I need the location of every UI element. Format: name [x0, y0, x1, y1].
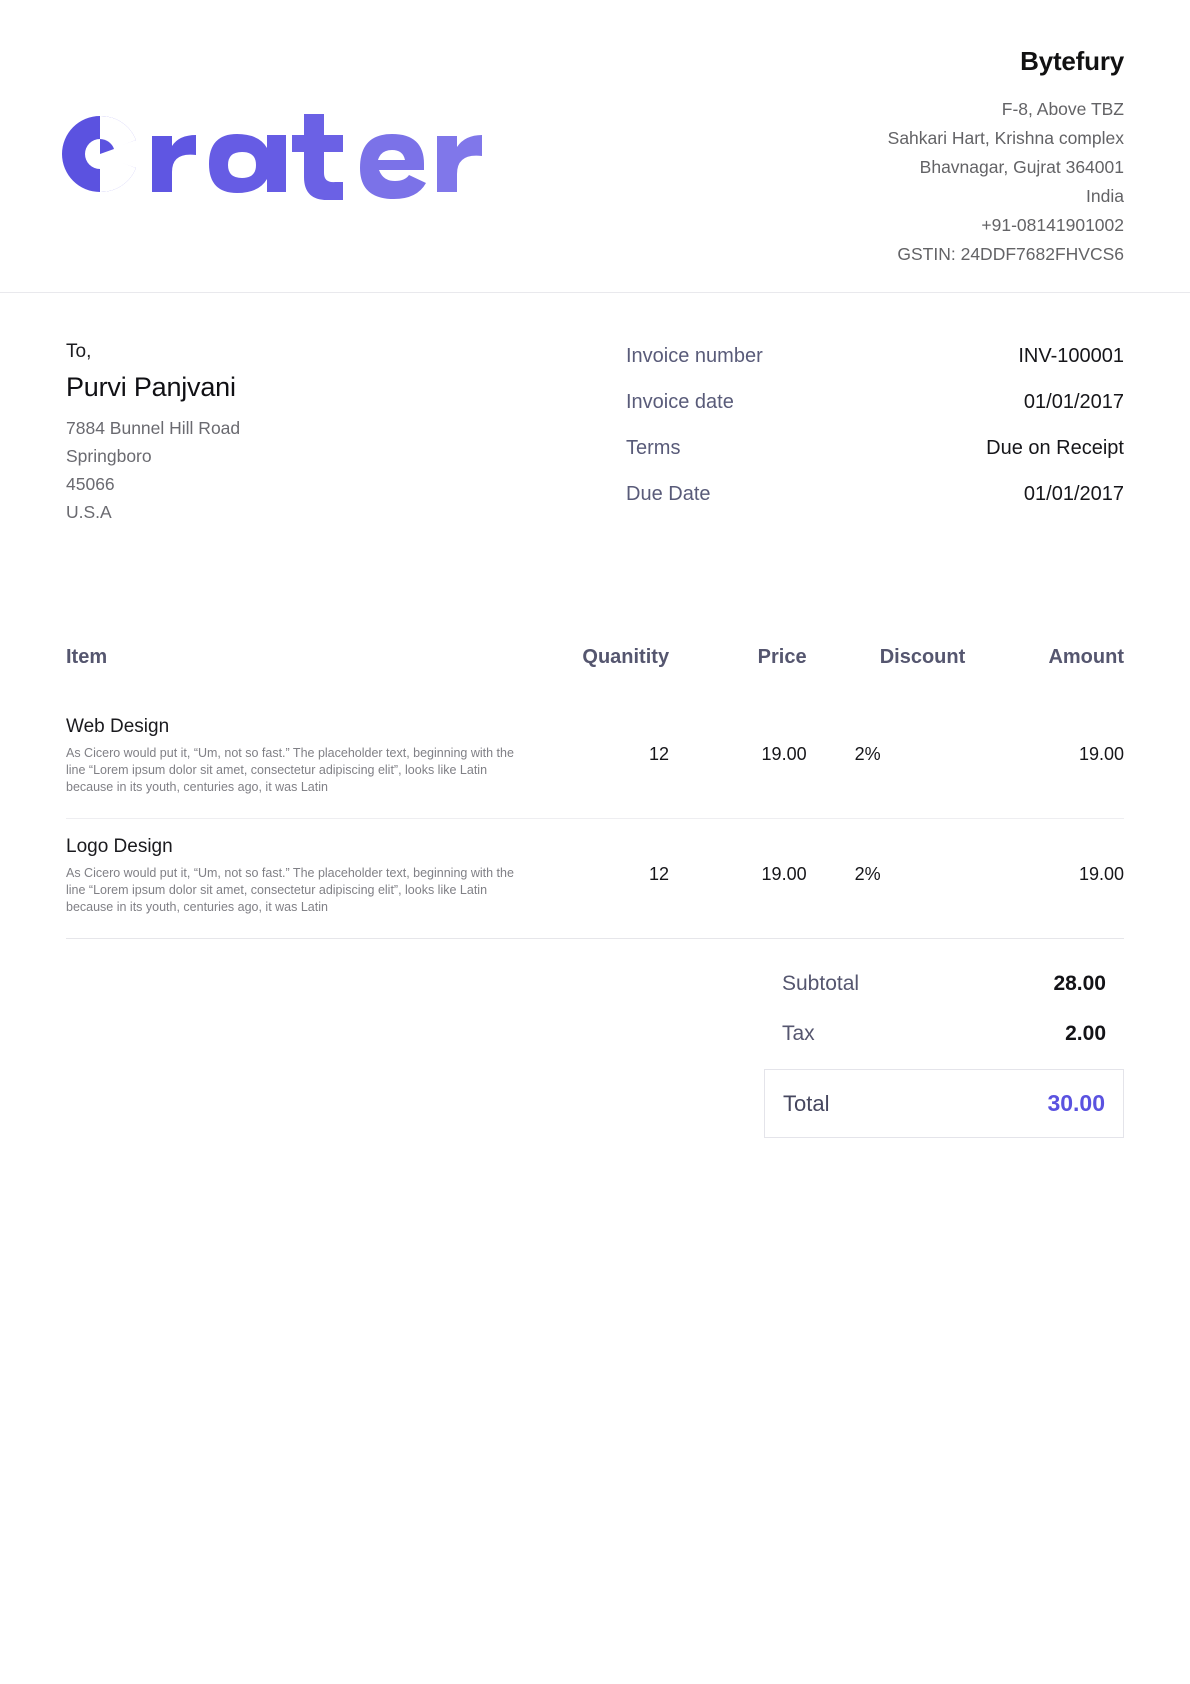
table-row: Logo Design As Cicero would put it, “Um,…	[66, 818, 1124, 939]
total-label: Total	[783, 1091, 830, 1116]
invoice-number-row: Invoice number INV-100001	[626, 342, 1124, 370]
tax-value: 2.00	[1065, 1022, 1106, 1045]
company-details: Bytefury F-8, Above TBZ Sahkari Hart, Kr…	[824, 34, 1125, 269]
subtotal-row: Subtotal 28.00	[764, 969, 1124, 999]
line-item-quantity: 12	[531, 699, 670, 819]
table-row: Web Design As Cicero would put it, “Um, …	[66, 699, 1124, 819]
customer-address-line: 45066	[66, 474, 115, 494]
header-divider	[0, 292, 1190, 293]
subtotal-label: Subtotal	[782, 972, 860, 995]
due-date-value: 01/01/2017	[1023, 483, 1124, 505]
invoice-header: Bytefury F-8, Above TBZ Sahkari Hart, Kr…	[0, 0, 1190, 292]
tax-row: Tax 2.00	[764, 1019, 1124, 1049]
invoice-parties-section: To, Purvi Panjvani 7884 Bunnel Hill Road…	[0, 292, 1190, 526]
column-header-discount: Discount	[879, 646, 966, 668]
column-header-price: Price	[757, 646, 807, 668]
column-header-quantity: Quanitity	[582, 646, 670, 668]
total-value: 30.00	[1047, 1090, 1105, 1116]
line-items-body: Web Design As Cicero would put it, “Um, …	[66, 699, 1124, 939]
subtotal-value: 28.00	[1053, 972, 1106, 995]
customer-address-line: U.S.A	[66, 502, 112, 522]
terms-row: Terms Due on Receipt	[626, 434, 1124, 462]
line-item-cell: Logo Design As Cicero would put it, “Um,…	[66, 818, 532, 939]
table-header-row: Item Quanitity Price Discount Amount	[66, 646, 1124, 699]
line-item-description: As Cicero would put it, “Um, not so fast…	[66, 746, 514, 794]
due-date-row: Due Date 01/01/2017	[626, 480, 1124, 508]
invoice-date-value: 01/01/2017	[1023, 391, 1124, 413]
invoice-number-value: INV-100001	[1018, 345, 1124, 367]
totals-section: Subtotal 28.00 Tax 2.00 Total 30.00	[0, 969, 1124, 1138]
totals-block: Subtotal 28.00 Tax 2.00 Total 30.00	[764, 969, 1124, 1138]
line-item-name: Logo Design	[66, 836, 173, 857]
line-item-amount: 19.00	[965, 818, 1124, 939]
terms-value: Due on Receipt	[986, 437, 1124, 459]
line-item-cell: Web Design As Cicero would put it, “Um, …	[66, 699, 532, 819]
company-address-line: Bhavnagar, Gujrat 364001	[919, 157, 1124, 178]
total-row: Total 30.00	[764, 1069, 1124, 1138]
company-gstin: GSTIN: 24DDF7682FHVCS6	[897, 244, 1124, 265]
invoice-number-label: Invoice number	[626, 345, 763, 367]
column-header-amount: Amount	[1048, 646, 1124, 668]
column-header-item: Item	[66, 646, 108, 668]
terms-label: Terms	[626, 437, 681, 459]
company-name: Bytefury	[1020, 46, 1124, 76]
customer-address-line: 7884 Bunnel Hill Road	[66, 418, 241, 438]
company-phone: +91-08141901002	[981, 215, 1124, 236]
line-item-name: Web Design	[66, 716, 170, 737]
crater-logo-icon	[62, 114, 482, 201]
line-item-discount-cell: 2%	[806, 818, 966, 939]
invoice-date-label: Invoice date	[626, 391, 734, 413]
invoice-meta-block: Invoice number INV-100001 Invoice date 0…	[626, 338, 1124, 526]
bill-to-label: To,	[66, 341, 92, 362]
line-item-discount: 2%	[854, 864, 881, 884]
bill-to-block: To, Purvi Panjvani 7884 Bunnel Hill Road…	[66, 338, 626, 526]
tax-label: Tax	[782, 1022, 815, 1045]
line-item-price: 19.00	[669, 699, 807, 819]
line-items-section: Item Quanitity Price Discount Amount Web…	[66, 646, 1124, 939]
line-item-amount: 19.00	[965, 699, 1124, 819]
line-item-discount: 2%	[854, 744, 881, 764]
due-date-label: Due Date	[626, 483, 711, 505]
crater-logo	[52, 106, 482, 202]
line-item-discount-cell: 2%	[806, 699, 966, 819]
line-items-table: Item Quanitity Price Discount Amount Web…	[66, 646, 1124, 939]
customer-name: Purvi Panjvani	[66, 372, 236, 402]
invoice-date-row: Invoice date 01/01/2017	[626, 388, 1124, 416]
line-item-quantity: 12	[531, 818, 670, 939]
company-address-line: F-8, Above TBZ	[1001, 99, 1124, 120]
line-items-header: Item Quanitity Price Discount Amount	[66, 646, 1124, 699]
customer-address-line: Springboro	[66, 446, 152, 466]
line-item-description: As Cicero would put it, “Um, not so fast…	[66, 866, 514, 914]
company-address-line: Sahkari Hart, Krishna complex	[887, 128, 1124, 149]
company-address-line: India	[1086, 186, 1124, 207]
line-item-price: 19.00	[669, 818, 807, 939]
